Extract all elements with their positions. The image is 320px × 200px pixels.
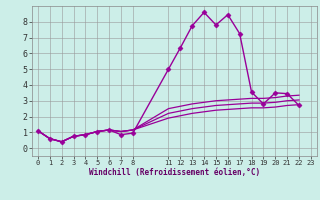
X-axis label: Windchill (Refroidissement éolien,°C): Windchill (Refroidissement éolien,°C) bbox=[89, 168, 260, 177]
